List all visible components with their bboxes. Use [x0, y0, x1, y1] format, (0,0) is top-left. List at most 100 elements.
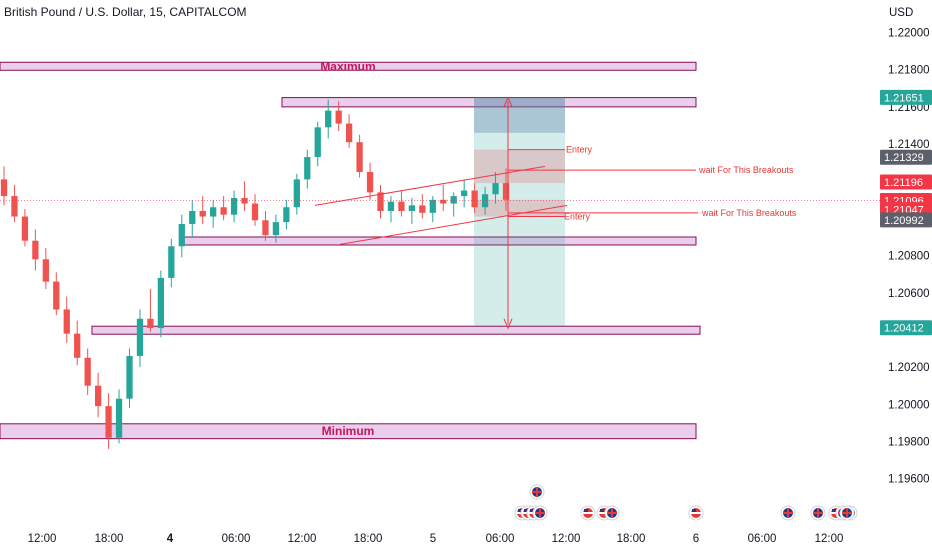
- candle: [345, 114, 353, 148]
- candle: [481, 186, 489, 215]
- candle: [168, 238, 175, 288]
- candle-body: [419, 205, 426, 213]
- event-uk-flag-icon: [532, 505, 548, 521]
- candle: [366, 162, 374, 200]
- flag-canton: [524, 509, 528, 512]
- candle-body: [241, 197, 248, 204]
- candle-body: [461, 190, 468, 197]
- candle-body: [481, 194, 489, 208]
- flag-canton: [584, 509, 588, 512]
- candle: [32, 229, 39, 271]
- candle-body: [429, 199, 436, 213]
- candle-body: [74, 333, 81, 358]
- candle: [230, 190, 238, 223]
- candle: [461, 179, 468, 208]
- candle: [429, 196, 436, 223]
- event-us-flag-icon: [688, 505, 704, 521]
- candle-body: [450, 196, 457, 204]
- candle-body: [11, 196, 18, 217]
- candle-body: [325, 110, 332, 128]
- price-tag-box: [880, 89, 932, 105]
- candle: [74, 320, 81, 366]
- target-top-band: [474, 97, 565, 133]
- candle: [105, 393, 112, 449]
- candle-body: [210, 207, 217, 217]
- candle-body: [377, 192, 384, 211]
- time-tick: 5: [430, 533, 436, 545]
- candle-body: [115, 398, 123, 438]
- price-tag-box: [880, 149, 932, 165]
- price-tag-value: 1.21196: [884, 177, 923, 189]
- price-tag-box: [880, 320, 932, 336]
- chart-title: British Pound / U.S. Dollar, 15, CAPITAL…: [4, 5, 247, 19]
- price-tick: 1.21400: [888, 139, 930, 151]
- flag-stripe: [691, 512, 701, 514]
- price-tick: 1.20000: [888, 399, 930, 411]
- candle-body: [230, 197, 238, 215]
- candle: [398, 190, 405, 217]
- candle-body: [220, 207, 227, 215]
- price-tick: 1.19600: [888, 474, 930, 486]
- price-tag-box: [880, 174, 932, 190]
- currency-label: USD: [889, 7, 913, 19]
- candle: [147, 289, 154, 332]
- candle-body: [408, 205, 416, 211]
- candle-body: [84, 357, 91, 386]
- candle: [471, 183, 478, 213]
- stop-zone-upper: [474, 149, 565, 184]
- candle-body: [157, 277, 165, 329]
- flag-canton: [692, 509, 696, 512]
- candle: [241, 181, 248, 211]
- candle: [502, 168, 510, 211]
- candle: [199, 196, 206, 224]
- price-tick: 1.20600: [888, 288, 930, 300]
- candle: [314, 121, 321, 167]
- zone-box-5: [0, 423, 697, 440]
- candle-body: [492, 183, 499, 195]
- time-tick: 12:00: [815, 533, 844, 545]
- time-tick: 12:00: [28, 533, 57, 545]
- time-tick: 06:00: [486, 533, 515, 545]
- price-axis[interactable]: 1.220001.218001.216001.214001.212001.210…: [888, 28, 930, 486]
- candle-body: [440, 199, 447, 204]
- event-uk-flag-icon: [810, 505, 826, 521]
- time-axis[interactable]: 12:00 18:00 4 06:00 12:00 18:00 5 06:00 12:00 18:…: [28, 533, 844, 545]
- candle-body: [94, 385, 102, 407]
- candle: [283, 199, 290, 230]
- candle: [440, 184, 447, 211]
- economic-events-row[interactable]: [514, 484, 858, 521]
- price-tag: 1.21329: [880, 149, 932, 165]
- candle-body: [0, 179, 8, 197]
- price-tick: 1.22000: [888, 28, 930, 40]
- time-tick: 06:00: [748, 533, 777, 545]
- candle: [377, 184, 384, 219]
- zone-box-4: [91, 325, 701, 335]
- candle: [272, 214, 280, 243]
- price-tick: 1.19800: [888, 436, 930, 448]
- candle: [304, 149, 311, 189]
- candle-body: [356, 142, 363, 172]
- event-uk-flag-icon: [780, 505, 796, 521]
- candle-body: [42, 259, 49, 282]
- candle: [21, 209, 29, 247]
- candle: [293, 173, 300, 215]
- zone-box-1: [0, 61, 697, 71]
- candle-body: [21, 216, 29, 241]
- channel-upper-line: [314, 165, 546, 206]
- price-tag: 1.21651: [880, 89, 932, 105]
- candle: [0, 166, 8, 206]
- price-tag: 1.21196: [880, 174, 932, 190]
- candle-body: [366, 171, 374, 193]
- candle: [335, 101, 342, 132]
- time-tick: 12:00: [288, 533, 317, 545]
- event-uk-flag-icon: [839, 505, 855, 521]
- candle: [262, 210, 269, 241]
- candle-body: [32, 240, 39, 260]
- price-tags: 1.216511.213291.211961.2109609:581.21047…: [880, 89, 932, 336]
- candle: [63, 296, 70, 343]
- candle-body: [63, 309, 70, 334]
- candle-body: [293, 179, 300, 208]
- zone-label-maximum: Maximum: [320, 59, 375, 73]
- breakout-lower-label: wait For This Breakouts: [701, 208, 797, 218]
